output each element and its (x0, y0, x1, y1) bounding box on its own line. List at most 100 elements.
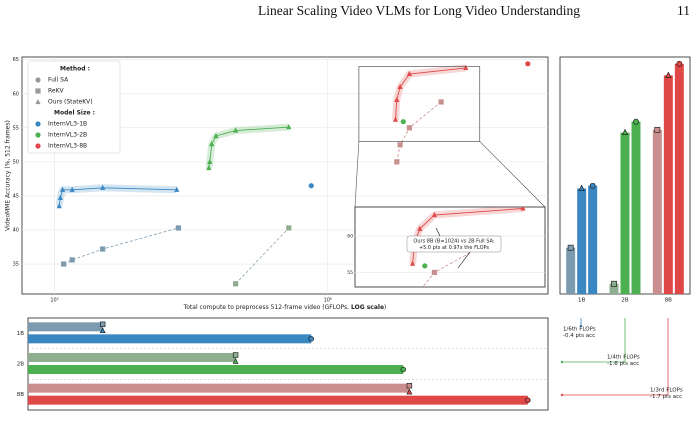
bar (663, 75, 673, 294)
annotation-arrow (435, 227, 441, 237)
legend-label: InternVL3-8B (48, 143, 87, 150)
marker-triangle (35, 98, 41, 105)
marker-triangle (392, 116, 399, 122)
note-dot (579, 324, 583, 328)
marker-triangle (213, 132, 219, 139)
annotation-text: Ours 8B (B=1024) vs 2B Full SA: (413, 239, 494, 245)
hbar (28, 334, 312, 344)
marker-square (654, 126, 661, 133)
legend-label: ReKV (48, 88, 65, 95)
y-tick-label: 65 (13, 57, 19, 63)
note-text: -1.7 pts acc (650, 394, 682, 400)
page-header: Linear Scaling Video VLMs for Long Video… (258, 3, 580, 18)
annotation-text: +5.0 pts at 0.97x the FLOPs (419, 245, 489, 251)
marker-square (233, 281, 239, 287)
note-text: 1/6th FLOPs (563, 327, 596, 333)
zoom-connector (354, 141, 360, 208)
y-tick-label: 60 (13, 91, 19, 97)
inset-y-tick-label: 55 (347, 270, 353, 276)
trend-line (422, 244, 485, 287)
marker-square (406, 382, 413, 389)
marker-square (394, 159, 400, 165)
marker-circle (308, 336, 314, 342)
bar (652, 129, 662, 294)
note-text: 1/4th FLOPs (607, 355, 640, 361)
legend-box (27, 60, 121, 154)
bar (588, 185, 598, 294)
note-dot (560, 393, 564, 397)
legend-label: Ours (StateKV) (48, 99, 93, 106)
page-number: 11 (677, 3, 690, 18)
marker-square (611, 280, 617, 287)
y-tick-label: 1B (17, 331, 24, 337)
marker-square (100, 246, 106, 252)
marker-triangle (406, 70, 413, 77)
note-text: 1/3rd FLOPs (650, 388, 683, 394)
y-axis-label: VideoMME Accuracy (%, 512 frames) (5, 120, 12, 231)
marker-triangle (116, 312, 121, 317)
marker-square (232, 352, 239, 358)
note-text: -0.4 pts acc (563, 333, 595, 339)
inset-frame (354, 206, 546, 288)
y-tick-label: 45 (13, 193, 19, 199)
trend-line (396, 101, 442, 162)
marker-triangle (409, 260, 416, 266)
bar (631, 121, 641, 294)
marker-square (61, 261, 67, 267)
bar (674, 63, 684, 294)
marker-triangle (431, 211, 438, 218)
marker-triangle (206, 164, 212, 171)
marker-square (567, 244, 574, 251)
marker-triangle (621, 128, 629, 135)
bar (609, 283, 619, 294)
marker-triangle (578, 184, 585, 191)
y-tick-label: 50 (13, 159, 19, 165)
bar (577, 188, 587, 294)
marker-square (175, 225, 182, 231)
marker-triangle (397, 83, 403, 90)
marker-triangle (174, 186, 180, 192)
marker-circle (633, 118, 639, 125)
marker-square (35, 88, 41, 94)
x-axis-label-part: LOG scale (351, 304, 384, 311)
marker-circle (422, 263, 428, 269)
marker-triangle (56, 203, 62, 209)
marker-triangle (233, 127, 239, 133)
y-tick-label: 2B (17, 362, 24, 368)
marker-triangle (286, 124, 292, 130)
marker-triangle (463, 64, 469, 70)
note-dot (560, 360, 564, 364)
legend-swatch (35, 132, 41, 138)
legend-title: Model Size : (54, 110, 95, 117)
marker-circle (35, 77, 41, 83)
marker-triangle (207, 158, 213, 164)
hbar (28, 383, 410, 393)
marker-triangle (69, 186, 75, 192)
x-tick-label: 10⁵ (50, 298, 58, 304)
note-text: -1.6 pts acc (607, 361, 639, 367)
hbar (28, 322, 103, 332)
marker-triangle (59, 186, 66, 192)
marker-square (412, 306, 417, 311)
annotation-box (406, 235, 502, 253)
marker-circle (525, 397, 531, 403)
marker-triangle (665, 71, 672, 78)
x-axis-label-part: ) (384, 304, 386, 311)
marker-triangle (209, 141, 215, 147)
marker-circle (400, 119, 406, 125)
legend-label: InternVL3-2B (48, 132, 87, 139)
y-tick-label: 40 (13, 227, 19, 233)
legend-swatch (35, 121, 41, 127)
x-axis-label: Total compute to preprocess 512-frame vi… (183, 304, 387, 311)
marker-square (69, 257, 75, 263)
legend-swatch (35, 143, 41, 149)
marker-square (99, 321, 106, 328)
trend-line (235, 227, 290, 285)
legend-title: Method : (60, 66, 90, 73)
marker-triangle (99, 327, 106, 334)
marker-triangle (118, 306, 123, 311)
zoom-connector (479, 141, 546, 208)
marker-circle (525, 61, 531, 67)
x-tick-label: 8B (665, 298, 672, 304)
